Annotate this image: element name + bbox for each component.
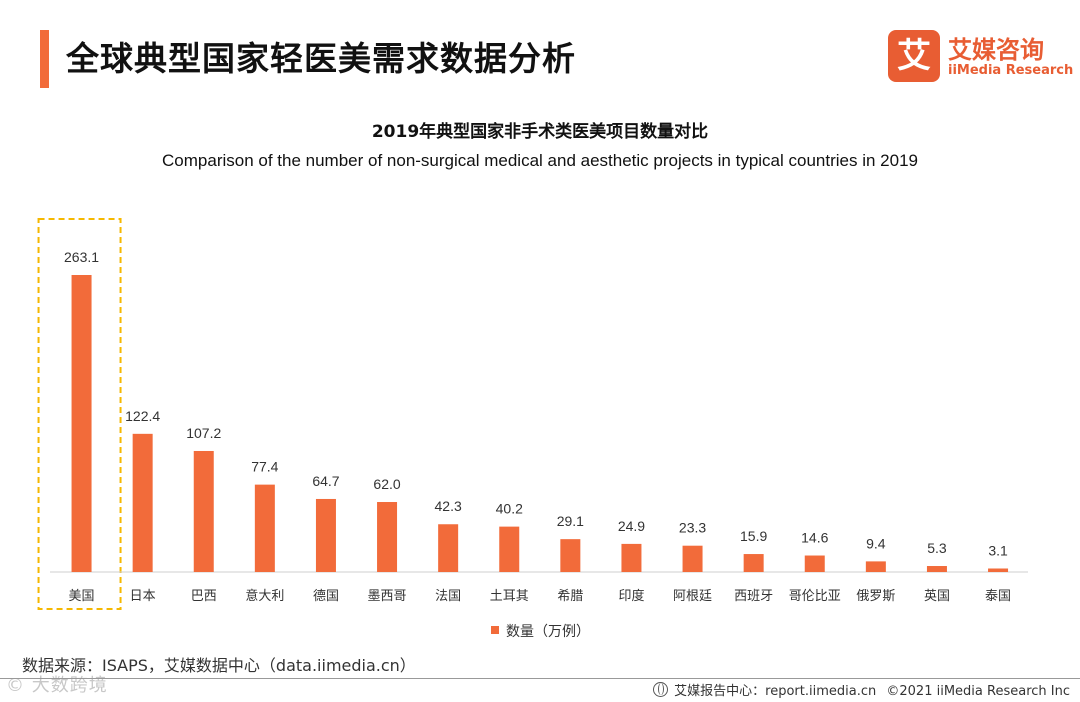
- bar-12: [804, 555, 825, 572]
- category-label-12: 哥伦比亚: [789, 589, 841, 604]
- bar-10: [682, 545, 703, 572]
- bar-13: [865, 561, 886, 572]
- category-label-3: 意大利: [245, 588, 284, 604]
- logo-cn-text: 艾媒咨询: [948, 36, 1044, 64]
- bar-chart: 263.1 美国 122.4 日本 107.2 巴西 77.4 意大利 64.7 德国 62.0 墨西…: [37, 218, 1028, 640]
- footer-brand[interactable]: 艾媒报告中心：report.iimedia.cn: [674, 684, 877, 699]
- data-source: 数据来源：ISAPS，艾媒数据中心（data.iimedia.cn）: [22, 656, 416, 675]
- value-label-1: 122.4: [125, 408, 160, 424]
- bar-15: [988, 568, 1009, 572]
- value-label-13: 9.4: [866, 535, 886, 551]
- category-label-14: 英国: [924, 589, 950, 604]
- logo-mark-icon: 艾: [888, 30, 940, 82]
- value-label-3: 77.4: [251, 459, 278, 475]
- value-label-2: 107.2: [186, 425, 221, 441]
- category-label-5: 墨西哥: [368, 589, 407, 604]
- value-label-4: 64.7: [312, 473, 339, 489]
- bar-5: [377, 502, 398, 572]
- globe-icon: [653, 682, 669, 697]
- category-label-4: 德国: [313, 589, 339, 604]
- bar-4: [315, 498, 336, 572]
- chart-title: 2019年典型国家非手术类医美项目数量对比: [371, 122, 709, 142]
- page-title: 全球典型国家轻医美需求数据分析: [66, 39, 576, 78]
- value-label-8: 29.1: [557, 513, 584, 529]
- bar-0: [71, 275, 92, 572]
- bar-8: [560, 539, 581, 572]
- category-label-0: 美国: [69, 589, 95, 604]
- category-label-11: 西班牙: [734, 589, 773, 604]
- category-label-6: 法国: [435, 589, 461, 604]
- title-accent-bar: [40, 30, 49, 88]
- legend-label: 数量（万例）: [506, 624, 590, 640]
- value-label-7: 40.2: [496, 501, 523, 517]
- category-label-1: 日本: [130, 589, 156, 604]
- value-label-0: 263.1: [64, 249, 99, 265]
- value-label-6: 42.3: [435, 498, 462, 514]
- value-label-11: 15.9: [740, 528, 767, 544]
- value-label-9: 24.9: [618, 518, 645, 534]
- bar-6: [438, 524, 459, 572]
- bar-9: [621, 543, 642, 572]
- value-label-5: 62.0: [373, 476, 400, 492]
- category-label-7: 土耳其: [490, 589, 529, 604]
- category-label-8: 希腊: [557, 589, 583, 604]
- bar-14: [926, 566, 947, 572]
- category-label-13: 俄罗斯: [856, 589, 895, 604]
- value-label-15: 3.1: [988, 543, 1008, 559]
- bar-3: [254, 484, 275, 572]
- value-label-12: 14.6: [801, 530, 828, 546]
- category-label-9: 印度: [618, 588, 644, 604]
- bar-7: [499, 526, 520, 572]
- category-label-15: 泰国: [985, 589, 1011, 604]
- value-label-10: 23.3: [679, 520, 706, 536]
- legend-swatch: [491, 626, 499, 634]
- chart-subtitle: Comparison of the number of non-surgical…: [162, 151, 918, 170]
- iimedia-logo[interactable]: 艾 艾媒咨询 iiMedia Research: [888, 30, 1073, 86]
- value-label-14: 5.3: [927, 540, 947, 556]
- bar-11: [743, 554, 764, 572]
- highlight-box: [37, 218, 122, 610]
- category-label-10: 阿根廷: [673, 589, 712, 604]
- footer: 艾媒报告中心：report.iimedia.cn ©2021 iiMedia R…: [647, 680, 1070, 699]
- category-label-2: 巴西: [191, 589, 217, 604]
- bar-2: [193, 450, 214, 572]
- logo-en-text: iiMedia Research: [948, 63, 1074, 78]
- footer-divider: [0, 678, 1080, 679]
- footer-copyright: ©2021 iiMedia Research Inc: [886, 684, 1070, 699]
- bar-1: [132, 433, 153, 572]
- watermark: © 大数跨境: [6, 675, 108, 696]
